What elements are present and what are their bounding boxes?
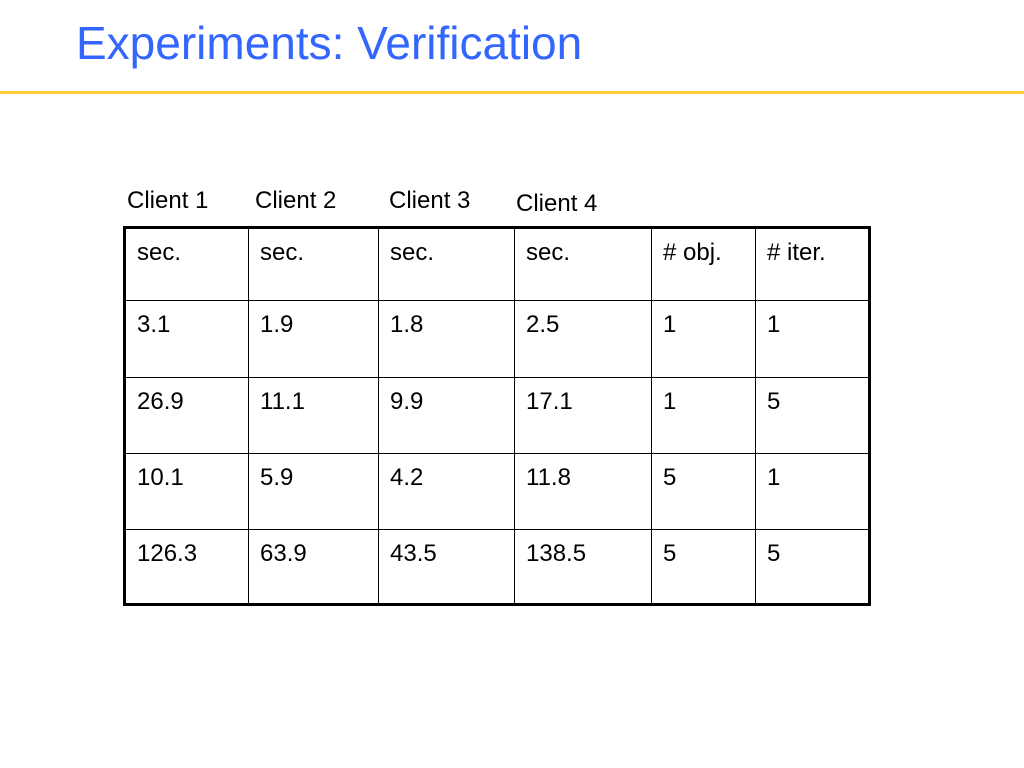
table-cell: sec. bbox=[378, 227, 515, 301]
table-cell: 1 bbox=[651, 300, 756, 378]
table-row: 126.3 63.9 43.5 138.5 5 5 bbox=[124, 529, 870, 605]
table-cell: 10.1 bbox=[124, 453, 249, 530]
table-cell: 126.3 bbox=[124, 529, 249, 605]
table-row: 26.9 11.1 9.9 17.1 1 5 bbox=[124, 377, 870, 454]
table-cell: 1.8 bbox=[378, 300, 515, 378]
title-divider bbox=[0, 91, 1024, 94]
table-cell: 4.2 bbox=[378, 453, 515, 530]
table-cell: sec. bbox=[248, 227, 379, 301]
table-cell: 2.5 bbox=[514, 300, 652, 378]
table-cell: 3.1 bbox=[124, 300, 249, 378]
table-cell: 43.5 bbox=[378, 529, 515, 605]
table-row: 10.1 5.9 4.2 11.8 5 1 bbox=[124, 453, 870, 530]
table-cell: 5 bbox=[755, 377, 870, 454]
slide-title: Experiments: Verification bbox=[76, 17, 583, 69]
table-cell: 5.9 bbox=[248, 453, 379, 530]
client-2-label: Client 2 bbox=[255, 187, 337, 214]
table-cell: sec. bbox=[514, 227, 652, 301]
table-cell: 1.9 bbox=[248, 300, 379, 378]
table-cell: 11.1 bbox=[248, 377, 379, 454]
table-cell: 1 bbox=[755, 300, 870, 378]
table-row: 3.1 1.9 1.8 2.5 1 1 bbox=[124, 300, 870, 378]
table-cell: sec. bbox=[124, 227, 249, 301]
client-1-label: Client 1 bbox=[127, 187, 209, 214]
client-4-label: Client 4 bbox=[516, 190, 598, 217]
table-cell: 5 bbox=[651, 453, 756, 530]
table-cell: 1 bbox=[755, 453, 870, 530]
table-cell: 5 bbox=[651, 529, 756, 605]
results-table: sec. sec. sec. sec. # obj. # iter. 3.1 1… bbox=[123, 226, 871, 606]
table-cell: # obj. bbox=[651, 227, 756, 301]
table-cell: 138.5 bbox=[514, 529, 652, 605]
table-cell: 63.9 bbox=[248, 529, 379, 605]
table-cell: 1 bbox=[651, 377, 756, 454]
table-cell: 26.9 bbox=[124, 377, 249, 454]
table-cell: 5 bbox=[755, 529, 870, 605]
table-cell: # iter. bbox=[755, 227, 870, 301]
table-cell: 11.8 bbox=[514, 453, 652, 530]
table-cell: 9.9 bbox=[378, 377, 515, 454]
table-header-row: sec. sec. sec. sec. # obj. # iter. bbox=[124, 227, 870, 301]
client-3-label: Client 3 bbox=[389, 187, 471, 214]
table-cell: 17.1 bbox=[514, 377, 652, 454]
